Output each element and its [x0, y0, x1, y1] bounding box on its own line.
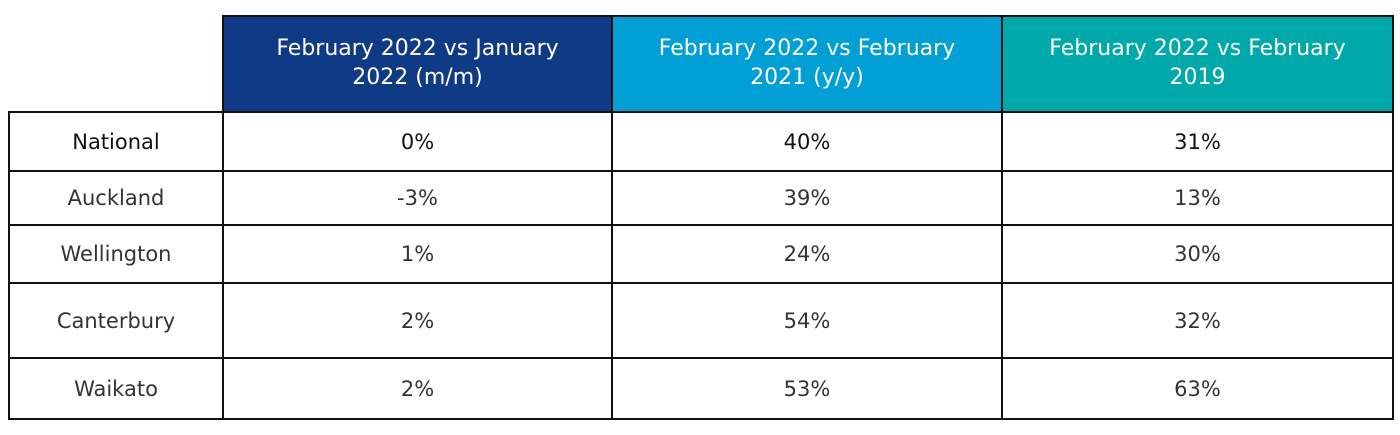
table-cell: 53% — [611, 357, 1003, 420]
column-header: February 2022 vs February 2021 (y/y) — [611, 15, 1003, 113]
table-cell: 32% — [1001, 282, 1394, 359]
table-cell: 2% — [222, 282, 613, 359]
row-label: Canterbury — [8, 282, 224, 359]
table-cell: 1% — [222, 224, 613, 284]
table-cell: 39% — [611, 170, 1003, 226]
column-header: February 2022 vs February 2019 — [1001, 15, 1394, 113]
table-cell: 2% — [222, 357, 613, 420]
row-label: Auckland — [8, 170, 224, 226]
table-cell: 54% — [611, 282, 1003, 359]
row-label: Wellington — [8, 224, 224, 284]
table-cell: 63% — [1001, 357, 1394, 420]
table-cell: -3% — [222, 170, 613, 226]
table-cell: 40% — [611, 111, 1003, 172]
column-header: February 2022 vs January 2022 (m/m) — [222, 15, 613, 113]
row-label: Waikato — [8, 357, 224, 420]
table-cell: 13% — [1001, 170, 1394, 226]
table-cell: 24% — [611, 224, 1003, 284]
table-cell: 0% — [222, 111, 613, 172]
table-cell: 31% — [1001, 111, 1394, 172]
table-cell: 30% — [1001, 224, 1394, 284]
row-label: National — [8, 111, 224, 172]
